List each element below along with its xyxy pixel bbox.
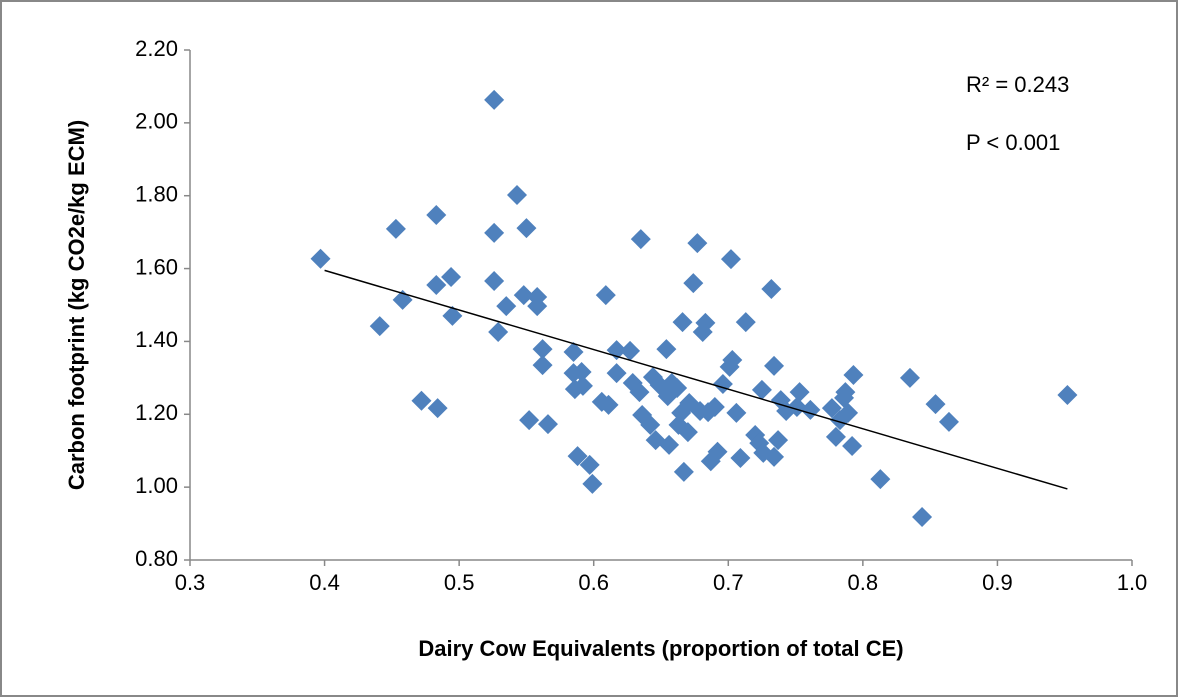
x-tick-label: 0.3 <box>175 570 206 595</box>
data-point <box>513 285 534 306</box>
data-point <box>768 430 789 451</box>
data-point <box>835 382 856 403</box>
data-point <box>411 390 432 411</box>
data-point <box>640 414 661 435</box>
data-point <box>659 434 680 455</box>
data-point <box>761 278 782 299</box>
data-point <box>683 273 704 294</box>
data-point <box>507 184 528 205</box>
data-point <box>870 469 891 490</box>
data-point <box>751 379 772 400</box>
annotation: R² = 0.243 <box>966 72 1069 97</box>
data-point <box>764 355 785 376</box>
data-point <box>582 473 603 494</box>
data-point <box>838 402 859 423</box>
data-point <box>630 229 651 250</box>
data-point <box>764 446 785 467</box>
data-point <box>595 285 616 306</box>
data-point <box>567 446 588 467</box>
data-point <box>484 89 505 110</box>
data-point <box>427 398 448 419</box>
data-point <box>426 274 447 295</box>
data-point <box>843 364 864 385</box>
x-tick-label: 0.4 <box>309 570 340 595</box>
data-point <box>899 367 920 388</box>
data-point <box>938 411 959 432</box>
data-point <box>720 249 741 270</box>
data-point <box>532 355 553 376</box>
data-point <box>496 296 517 317</box>
data-point <box>735 312 756 333</box>
data-point <box>579 454 600 475</box>
y-tick-label: 1.00 <box>135 473 178 498</box>
data-point <box>704 397 725 417</box>
data-point <box>677 422 698 443</box>
data-point <box>1057 384 1078 405</box>
y-tick-label: 1.20 <box>135 400 178 425</box>
y-tick-label: 2.20 <box>135 36 178 61</box>
data-point <box>563 341 584 362</box>
x-tick-label: 0.6 <box>578 570 609 595</box>
y-tick-label: 2.00 <box>135 109 178 134</box>
y-tick-label: 1.40 <box>135 327 178 352</box>
data-point <box>842 435 863 456</box>
data-point <box>532 339 553 360</box>
data-point <box>598 394 619 415</box>
data-point <box>656 339 677 360</box>
data-point <box>789 382 810 403</box>
trend-line <box>324 269 1068 490</box>
data-point <box>667 378 688 399</box>
data-point <box>572 375 593 396</box>
data-point <box>730 448 751 468</box>
data-point <box>912 507 933 528</box>
data-point <box>516 218 537 239</box>
x-tick-label: 0.9 <box>982 570 1013 595</box>
data-point <box>442 305 463 326</box>
data-point <box>695 312 716 333</box>
data-point <box>620 340 641 361</box>
data-point <box>825 426 846 447</box>
y-tick-label: 1.60 <box>135 254 178 279</box>
data-point <box>786 397 807 417</box>
x-tick-label: 0.7 <box>713 570 744 595</box>
data-point <box>722 350 743 371</box>
data-point <box>527 296 548 317</box>
y-axis-label: Carbon footprint (kg CO2e/kg ECM) <box>64 120 89 490</box>
x-tick-label: 1.0 <box>1117 570 1148 595</box>
data-point <box>369 316 390 337</box>
data-point <box>707 441 728 462</box>
data-point <box>571 362 592 383</box>
data-point <box>426 205 447 226</box>
data-point <box>385 218 406 239</box>
data-point <box>687 233 708 254</box>
data-point <box>484 222 505 243</box>
x-tick-label: 0.8 <box>848 570 879 595</box>
data-point <box>925 394 946 415</box>
data-point <box>484 270 505 291</box>
data-point <box>672 312 693 333</box>
x-axis-label: Dairy Cow Equivalents (proportion of tot… <box>418 636 903 661</box>
y-tick-label: 0.80 <box>135 546 178 571</box>
data-point <box>821 398 842 419</box>
data-point <box>673 461 694 482</box>
data-point <box>606 363 627 384</box>
data-point <box>537 414 558 435</box>
x-tick-label: 0.5 <box>444 570 475 595</box>
y-tick-label: 1.80 <box>135 182 178 207</box>
data-point <box>310 248 331 269</box>
data-point <box>629 382 650 403</box>
data-point <box>441 266 462 287</box>
data-point <box>488 321 509 342</box>
annotation: P < 0.001 <box>966 130 1060 155</box>
data-point <box>519 410 540 431</box>
data-point <box>726 402 747 423</box>
